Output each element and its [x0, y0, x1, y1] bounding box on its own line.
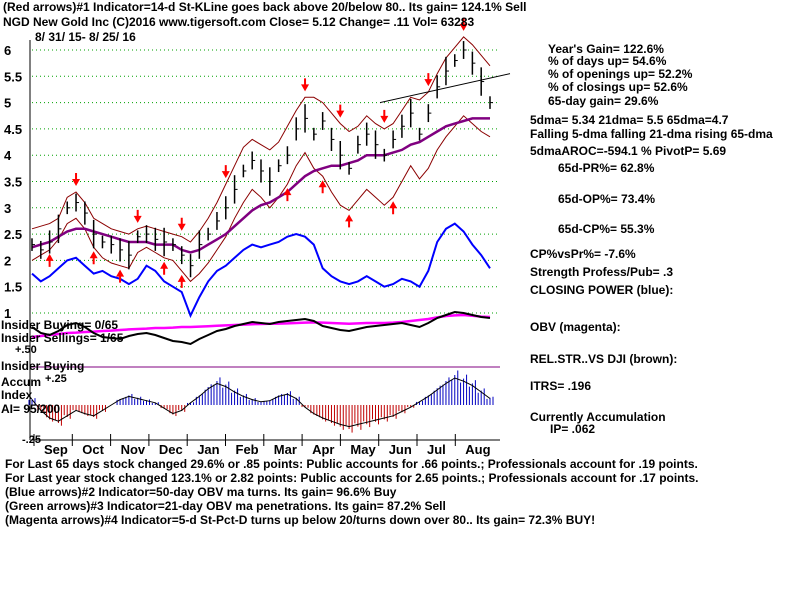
red-down-arrow	[133, 209, 142, 223]
red-down-arrow	[380, 109, 389, 123]
signal-arrows	[45, 17, 468, 288]
footer-line-1: For Last 65 days stock changed 29.6% or …	[5, 457, 698, 471]
insider-buying: Insider Buying= 0/65	[1, 318, 119, 332]
itrs-value: ITRS= .196	[530, 379, 592, 393]
red-down-arrow	[424, 73, 433, 87]
red-up-arrow	[389, 201, 398, 215]
month-axis-ticks: Sep Oct Nov Dec Jan Feb Mar Apr May Jun Jul Aug	[32, 434, 500, 457]
x-tick-label: Sep	[44, 442, 68, 457]
footer-line-5: (Magenta arrows)#4 Indicator=5-d St-Pct-…	[5, 513, 596, 527]
insider-selling: Insider Sellings= 1/65	[1, 331, 124, 345]
red-up-arrow	[318, 180, 327, 194]
ma65-line	[31, 117, 490, 254]
aroc-pivot: 5dmaAROC=-594.1 % PivotP= 5.69	[530, 144, 727, 158]
x-tick-label: Jul	[427, 442, 446, 457]
red-up-arrow	[283, 188, 292, 202]
upper-band-line	[31, 36, 491, 243]
footer-line-3: (Blue arrows)#2 Indicator=50-day OBV ma …	[5, 485, 397, 499]
red-down-arrow	[177, 217, 186, 231]
x-tick-label: Feb	[236, 442, 259, 457]
gain-65: 65-day gain= 29.6%	[548, 94, 659, 108]
openings-up: % of openings up= 52.2%	[548, 67, 693, 81]
red-down-arrow	[336, 104, 345, 118]
red-up-arrow	[177, 274, 186, 288]
y-tick-label: 2	[4, 253, 11, 268]
x-tick-label: May	[350, 442, 376, 457]
plus-50: +.50	[15, 344, 37, 356]
accum-index-histogram	[28, 370, 494, 433]
red-up-arrow	[116, 269, 125, 283]
op-percent: 65d-OP%= 73.4%	[558, 192, 656, 206]
red-down-arrow	[301, 78, 310, 92]
days-up: % of days up= 54.6%	[548, 54, 667, 68]
dma-values: 5dma= 5.34 21dma= 5.5 65dma=4.7	[530, 113, 729, 127]
y-tick-label: 3	[4, 201, 11, 216]
y-tick-label: 2.5	[4, 227, 22, 242]
y-tick-label: 6	[4, 43, 11, 58]
closing-power-line	[31, 222, 491, 319]
red-down-arrow	[221, 165, 230, 179]
obv-label: OBV (magenta):	[530, 320, 621, 334]
accum-label: Accum	[1, 375, 42, 389]
cp-vs-pr: CP%vsPr%= -7.6%	[530, 247, 636, 261]
pr-percent: 65d-PR%= 62.8%	[558, 161, 655, 175]
cp-percent: 65d-CP%= 55.3%	[558, 222, 655, 236]
y-tick-label: 5	[4, 96, 11, 111]
x-tick-label: Jun	[389, 442, 412, 457]
x-tick-label: Aug	[465, 442, 490, 457]
minus-25: -.25	[22, 434, 41, 446]
relstr-label: REL.STR..VS DJI (brown):	[530, 352, 678, 366]
y-tick-label: 5.5	[4, 69, 22, 84]
x-tick-label: Oct	[82, 442, 104, 457]
y-tick-label: 4.5	[4, 122, 22, 137]
index-label: Index	[1, 388, 33, 402]
red-up-arrow	[345, 214, 354, 228]
plus-25: +.25	[45, 373, 67, 385]
ip-value: IP= .062	[550, 422, 596, 436]
strength-ratio: Strength Profess/Pub= .3	[530, 265, 674, 279]
y-tick-label: 1	[4, 306, 11, 321]
ai-value: AI= 95/200	[1, 402, 61, 416]
relstr-line	[31, 310, 491, 346]
red-up-arrow	[160, 261, 169, 275]
price-axis-ticks: 1 1.5 2 2.5 3 3.5 4 4.5 5 5.5 6	[4, 43, 22, 321]
years-gain: Year's Gain= 122.6%	[548, 42, 664, 56]
y-tick-label: 1.5	[4, 280, 22, 295]
x-tick-label: Jan	[197, 442, 219, 457]
footer-line-2: For Last year stock changed 123.1% or 2.…	[5, 471, 699, 485]
x-tick-label: Dec	[159, 442, 183, 457]
accum-ma-line	[31, 377, 491, 428]
accumulation-label: Currently Accumulation	[530, 410, 666, 424]
pivot-trendline	[379, 73, 511, 104]
x-tick-label: Mar	[274, 442, 297, 457]
red-down-arrow	[459, 17, 468, 31]
y-tick-label: 4	[4, 148, 12, 163]
header-line-1: (Red arrows)#1 Indicator=14-d St-KLine g…	[3, 0, 527, 14]
x-tick-label: Apr	[312, 442, 334, 457]
header-line-3: 8/ 31/ 15- 8/ 25/ 16	[35, 30, 136, 44]
closing-power-label: CLOSING POWER (blue):	[530, 283, 674, 297]
insider-buying-2: Insider Buying	[1, 359, 85, 373]
chart-series	[31, 36, 511, 346]
x-tick-label: Nov	[121, 442, 146, 457]
lower-band-line	[31, 115, 491, 283]
closings-up: % of closings up= 52.6%	[548, 80, 688, 94]
red-up-arrow	[89, 251, 98, 265]
y-tick-label: 3.5	[4, 175, 22, 190]
footer-line-4: (Green arrows)#3 Indicator=21-day OBV ma…	[5, 499, 446, 513]
dma-direction: Falling 5-dma falling 21-dma rising 65-d…	[530, 127, 773, 141]
header-line-2: NGD New Gold Inc (C)2016 www.tigersoft.c…	[3, 15, 475, 29]
red-up-arrow	[45, 253, 54, 267]
red-down-arrow	[72, 173, 81, 187]
